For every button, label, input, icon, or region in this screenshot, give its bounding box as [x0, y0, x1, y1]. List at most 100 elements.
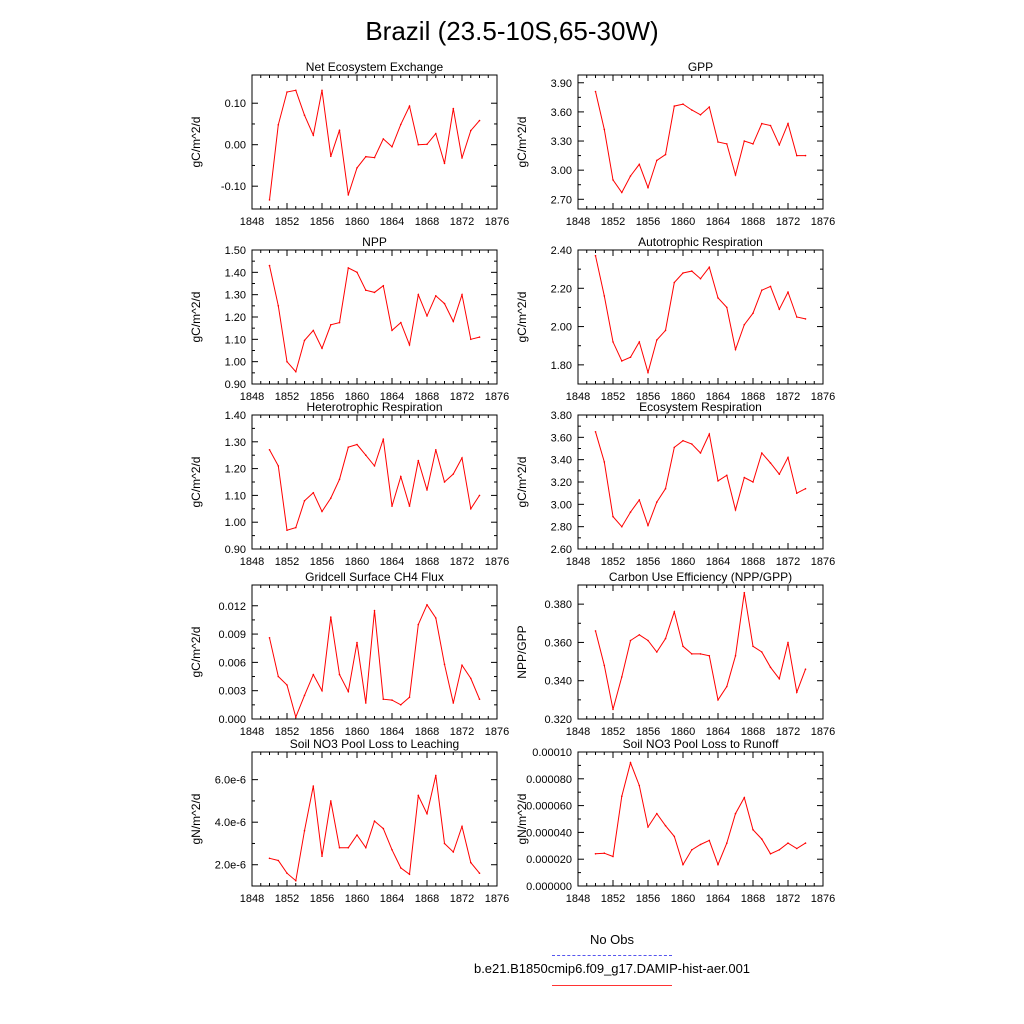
panel-1-ylabel: gC/m^2/d — [189, 117, 203, 168]
panel-5-title: Heterotrophic Respiration — [306, 400, 442, 414]
panel-8-point — [708, 655, 711, 657]
panel-9-point — [382, 827, 385, 830]
panel-5-point — [426, 489, 428, 491]
panel-7-point — [417, 623, 420, 626]
panel-1-point — [417, 143, 420, 146]
panel-10-point — [778, 849, 781, 851]
panel-10-ytick-label: 0.000040 — [526, 827, 572, 839]
panel-4: Autotrophic Respiration gC/m^2/d 1848 1852 1… — [515, 235, 835, 403]
panel-3-point — [303, 339, 306, 342]
panel-1-point — [478, 119, 481, 122]
panel-9-point — [470, 861, 472, 864]
panel-2-ytick-label: 3.60 — [551, 107, 572, 119]
panel-3-point — [400, 321, 402, 324]
panel-3-point — [435, 295, 437, 297]
panel-1-point — [286, 91, 288, 93]
panel-10-ytick-label: 0.000000 — [526, 881, 572, 893]
panel-4-point — [804, 318, 807, 320]
panel-9-point — [347, 846, 350, 849]
panel-10-xtick-label: 1860 — [671, 893, 695, 905]
panel-2-point — [664, 153, 667, 156]
panel-1-point — [435, 132, 437, 135]
panel-9-point — [365, 846, 367, 849]
panel-4-point — [612, 341, 614, 343]
panel-6-point — [629, 511, 632, 513]
panel-6-point — [647, 524, 649, 527]
panel-10-point — [752, 828, 754, 831]
panel-1-ytick-label: 0.10 — [225, 98, 246, 110]
panel-1-point — [321, 89, 323, 92]
panel-2-point — [699, 114, 702, 116]
panel-8-xtick-label: 1852 — [601, 726, 625, 738]
panel-8-xtick-label: 1872 — [776, 726, 800, 738]
panel-4-ytick-label: 2.20 — [551, 283, 572, 295]
panel-6-xtick-label: 1848 — [566, 556, 590, 568]
panel-3-point — [268, 264, 271, 267]
panel-7-ytick-label: 0.012 — [218, 601, 246, 613]
panel-9-xtick-label: 1868 — [415, 893, 439, 905]
panel-1-xtick-label: 1856 — [310, 216, 334, 228]
panel-8-point — [734, 655, 737, 657]
panel-9-point — [478, 872, 481, 874]
panel-5-frame — [251, 414, 498, 550]
panel-9-point — [408, 873, 411, 876]
panel-4-point — [752, 312, 754, 315]
panel-2-series-line — [595, 91, 806, 194]
panel-3-ytick-label: 1.00 — [225, 357, 246, 369]
panel-7: Gridcell Surface CH4 Flux gC/m^2/d 1848 185… — [189, 570, 509, 738]
panel-5-ytick-label: 1.20 — [225, 464, 246, 476]
panel-5-point — [268, 449, 271, 451]
panel-6-ytick-label: 2.60 — [551, 544, 572, 556]
panel-2-point — [612, 179, 614, 181]
panel-8-xtick-label: 1868 — [741, 726, 765, 738]
panel-4-point — [594, 254, 597, 257]
panel-8-xtick-label: 1848 — [566, 726, 590, 738]
panel-3-ytick-label: 1.20 — [225, 312, 246, 324]
panel-9-point — [303, 829, 306, 832]
panel-9-point — [321, 855, 323, 857]
panel-3-point — [426, 315, 428, 317]
panel-10-ytick-label: 0.00010 — [532, 747, 572, 759]
panel-10-point — [673, 835, 676, 838]
panel-5-point — [356, 443, 358, 446]
panel-1-xtick-label: 1848 — [240, 216, 264, 228]
panel-9-point — [268, 857, 271, 860]
panel-6-ytick-label: 3.40 — [551, 455, 572, 467]
panel-3-point — [277, 305, 280, 307]
panel-2-point — [717, 141, 719, 143]
panel-7-point — [286, 684, 288, 686]
panel-1-point — [373, 156, 376, 159]
panel-10-point — [743, 796, 746, 799]
panel-6-point — [708, 433, 711, 435]
legend-obs-line — [552, 955, 672, 956]
panel-2-point — [804, 154, 807, 157]
panel-10: Soil NO3 Pool Loss to Runoff gN/m^2/d 1848… — [515, 737, 835, 905]
panel-5-point — [312, 491, 315, 494]
panel-8-series-line — [595, 592, 806, 710]
panel-3-point — [295, 370, 297, 373]
panel-7-point — [382, 698, 385, 700]
panel-7-point — [478, 698, 481, 700]
panel-1-ytick-label: -0.10 — [221, 181, 246, 193]
panel-6-point — [717, 480, 719, 482]
panel-7-point — [443, 663, 446, 666]
panel-7-xtick-label: 1852 — [275, 726, 299, 738]
panel-3-point — [373, 291, 376, 294]
panel-2-ytick-label: 2.70 — [551, 194, 572, 206]
panel-7-point — [461, 664, 463, 666]
panel-9-ylabel: gN/m^2/d — [189, 794, 203, 845]
panel-8-point — [621, 676, 623, 678]
panel-10-point — [769, 853, 772, 855]
panel-1-series-line — [269, 89, 480, 200]
panel-5-point — [330, 497, 332, 499]
panel-8-point — [752, 645, 754, 648]
panel-4-xtick-label: 1856 — [636, 391, 660, 403]
panel-3-point — [338, 321, 341, 324]
panel-7-point — [321, 689, 323, 692]
panel-10-xtick-label: 1864 — [706, 893, 730, 905]
panel-5-point — [435, 449, 437, 451]
panel-9: Soil NO3 Pool Loss to Leaching gN/m^2/d 18… — [189, 737, 509, 905]
panel-6-xtick-label: 1864 — [706, 556, 730, 568]
panel-4-xtick-label: 1848 — [566, 391, 590, 403]
panel-2-title: GPP — [688, 60, 713, 74]
